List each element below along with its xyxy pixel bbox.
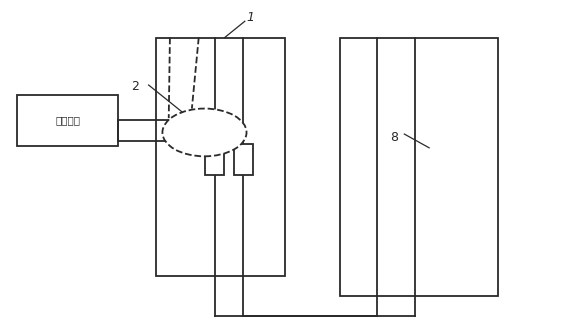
Bar xyxy=(17,95,118,146)
Text: 8: 8 xyxy=(391,131,399,144)
Text: 1: 1 xyxy=(247,11,255,25)
Bar xyxy=(205,144,224,175)
Bar xyxy=(340,38,498,296)
Text: 温度控制: 温度控制 xyxy=(55,115,80,125)
Bar xyxy=(234,144,253,175)
Bar xyxy=(156,38,285,276)
Text: 2: 2 xyxy=(131,80,139,93)
Circle shape xyxy=(162,109,247,156)
